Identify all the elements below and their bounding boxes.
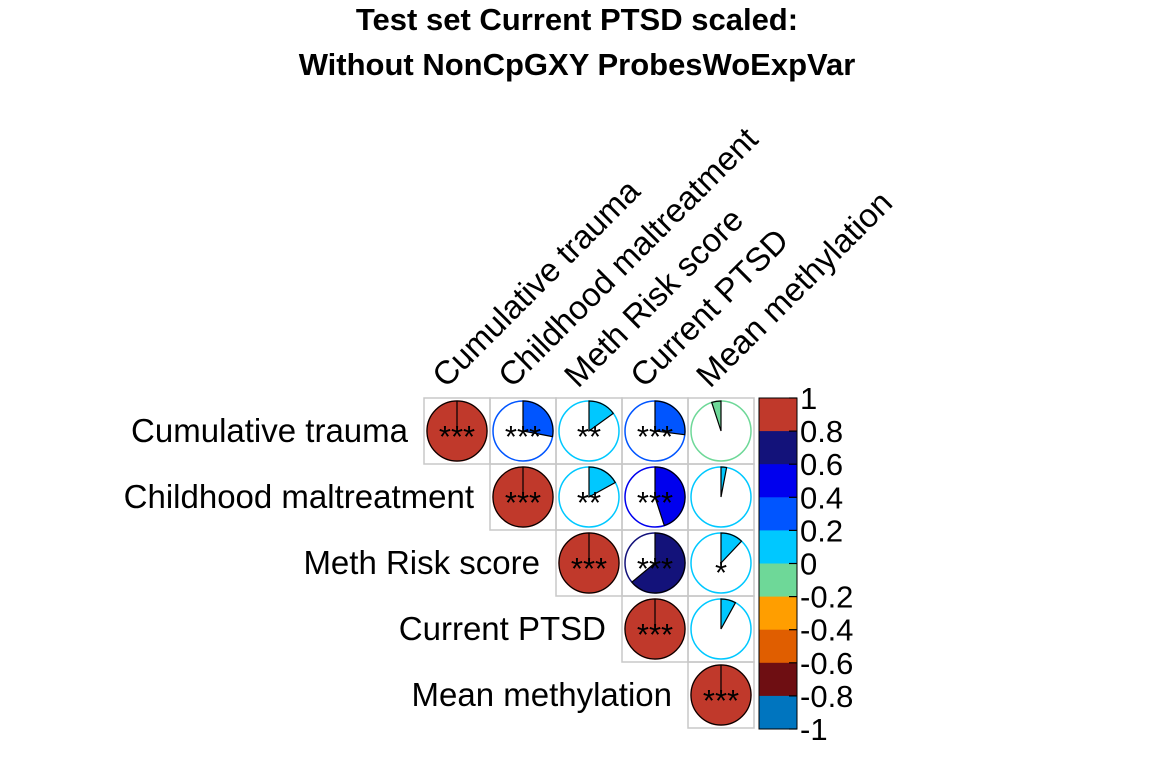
colorbar: 10.80.60.40.20-0.2-0.4-0.6-0.8-1 [758,381,853,747]
colorbar-tick-label-2: 0.6 [800,447,843,482]
colorbar-segment-1 [759,431,797,465]
colorbar-tick-label-0: 1 [800,381,817,416]
pie-wedge-0-2 [588,400,615,433]
significance-label-2-4: * [715,555,727,590]
significance-label-0-3: *** [637,419,673,454]
colorbar-tick-label-3: 0.4 [800,480,843,515]
significance-label-2-2: *** [571,551,607,586]
row-label-cumulative-trauma: Cumulative trauma [131,412,409,449]
colorbar-tick-label-10: -1 [800,712,828,747]
significance-label-1-1: *** [505,485,541,520]
chart-title-line1: Test set Current PTSD scaled: [356,2,798,37]
colorbar-segment-8 [759,662,797,697]
significance-label-4-4: *** [703,683,739,718]
colorbar-tick-label-7: -0.4 [800,613,853,648]
colorbar-tick-label-9: -0.8 [800,679,853,714]
row-label-current-ptsd: Current PTSD [399,610,606,647]
colorbar-tick-label-1: 0.8 [800,414,843,449]
cell-4-4 [687,661,755,729]
pie-wedge-0-1 [522,400,554,438]
row-label-childhood-maltreatment: Childhood maltreatment [124,478,474,515]
row-label-meth-risk-score: Meth Risk score [303,544,540,581]
row-label-mean-methylation: Mean methylation [412,676,672,713]
pie-wedge-3-4 [720,598,737,630]
colorbar-segment-2 [759,464,797,498]
colorbar-segment-6 [759,596,797,631]
colorbar-segment-5 [759,563,797,598]
pie-wedge-1-3 [654,466,686,527]
significance-label-0-1: *** [505,419,541,454]
significance-label-0-2: ** [577,419,601,454]
colorbar-tick-label-6: -0.2 [800,580,853,615]
pie-wedge-2-4 [720,532,743,565]
colorbar-segment-4 [759,530,797,564]
colorbar-tick-label-8: -0.6 [800,646,853,681]
chart-title-line2: Without NonCpGXY ProbesWoExpVar [299,47,856,82]
pie-wedge-0-4 [710,400,722,432]
significance-label-1-2: ** [577,485,601,520]
colorbar-segment-7 [759,629,797,664]
significance-label-3-3: *** [637,617,673,652]
significance-label-2-3: *** [637,551,673,586]
pie-wedge-1-4 [720,466,728,498]
colorbar-tick-label-5: 0 [800,547,817,582]
pie-wedge-0-3 [654,400,686,436]
colorbar-tick-label-4: 0.2 [800,513,843,548]
pie-wedge-2-3 [631,532,686,594]
colorbar-segment-3 [759,497,797,531]
significance-label-0-0: *** [439,419,475,454]
colorbar-segment-9 [759,695,797,730]
significance-label-1-3: *** [637,485,673,520]
colorbar-segment-0 [759,398,797,432]
pie-wedge-1-2 [588,466,617,499]
